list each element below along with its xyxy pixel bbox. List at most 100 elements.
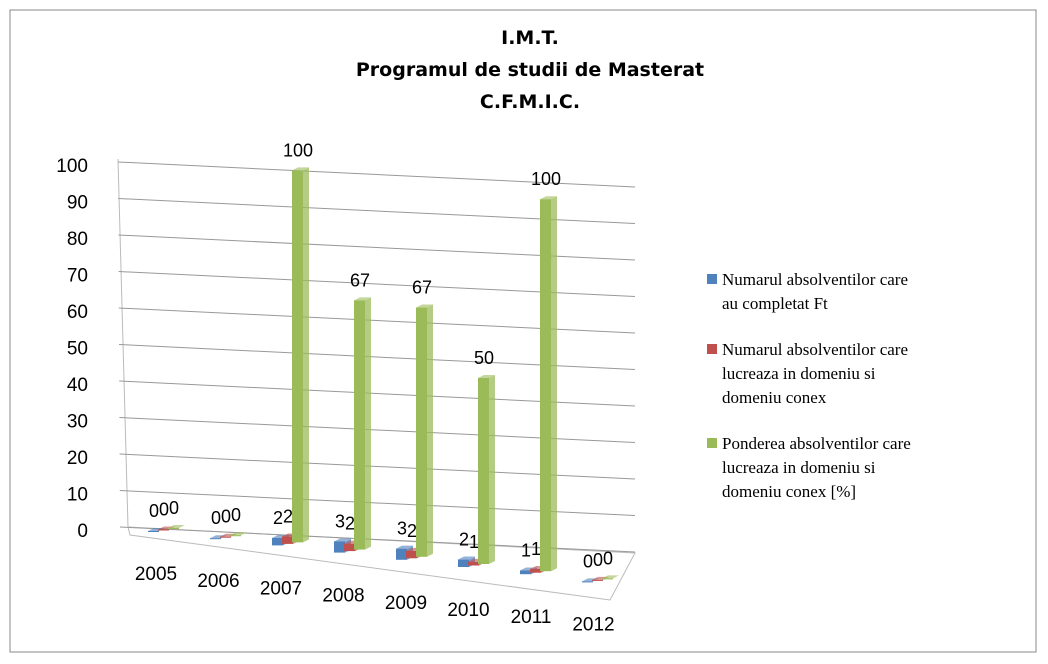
bar-front	[220, 536, 231, 538]
bar-front	[592, 579, 603, 581]
data-label: 0	[583, 551, 593, 571]
data-label: 0	[221, 507, 231, 527]
x-tick-label: 2006	[197, 571, 239, 592]
data-label: 0	[603, 548, 613, 568]
bar	[230, 532, 247, 537]
y-tick-label: 80	[67, 229, 88, 250]
bar-top	[478, 375, 495, 378]
x-tick-label: 2005	[135, 564, 177, 585]
legend-swatch	[707, 274, 717, 284]
title-line: Programul de studii de Masterat	[356, 59, 704, 81]
y-tick-label: 0	[77, 521, 88, 542]
bar-front	[354, 300, 365, 550]
bar	[478, 375, 495, 564]
bar-front	[210, 538, 221, 540]
bar-front	[344, 543, 355, 552]
bar	[416, 304, 433, 557]
bar-side	[427, 304, 433, 557]
data-label: 100	[283, 140, 313, 160]
bar-front	[602, 578, 613, 580]
data-label: 3	[335, 511, 345, 531]
x-tick-label: 2011	[511, 607, 552, 628]
bar	[540, 196, 557, 572]
y-tick-label: 20	[67, 448, 88, 469]
data-label: 2	[407, 521, 417, 541]
bar	[354, 297, 371, 550]
bar-top	[334, 538, 351, 542]
floor	[127, 526, 636, 601]
wall-edge	[117, 158, 129, 528]
bar-front	[334, 541, 345, 553]
bar-top	[354, 297, 371, 301]
data-label: 1	[521, 540, 531, 560]
bar-front	[468, 561, 479, 566]
chart-border	[9, 9, 1037, 653]
bar-top	[292, 167, 309, 171]
bar-front	[406, 550, 417, 559]
bar-top	[168, 525, 185, 528]
bar-top	[230, 532, 247, 536]
data-label: 67	[412, 278, 432, 298]
bar-front	[396, 548, 407, 560]
legend-label: Ponderea absolventilor care lucreaza in d…	[722, 434, 911, 501]
bar-side	[365, 297, 371, 550]
bar-top	[396, 545, 413, 549]
bar	[292, 167, 309, 543]
legend-swatch	[707, 344, 717, 354]
bar-front	[520, 570, 531, 575]
y-tick-label: 10	[67, 485, 88, 506]
y-tick-label: 90	[67, 193, 88, 214]
data-label: 0	[169, 498, 179, 518]
data-label: 50	[474, 348, 494, 368]
title-line: C.F.M.I.C.	[480, 91, 580, 113]
y-tick-label: 60	[67, 302, 88, 323]
grid-line	[117, 161, 636, 188]
data-label: 1	[469, 532, 479, 552]
bar-front	[272, 537, 283, 546]
bar	[168, 525, 185, 529]
data-label: 2	[283, 506, 293, 526]
bar-side	[303, 167, 309, 543]
data-label: 2	[459, 530, 469, 550]
data-label: 3	[397, 519, 407, 539]
x-tick-label: 2010	[447, 600, 489, 621]
bar-front	[458, 559, 469, 567]
chart-title: I.M.T. Programul de studii de Masterat C.F…	[356, 27, 704, 113]
title-line: I.M.T.	[501, 27, 559, 49]
bar-front	[158, 529, 169, 531]
bar-front	[230, 535, 241, 537]
x-tick-label: 2007	[260, 578, 302, 599]
y-tick-label: 100	[56, 156, 88, 177]
legend-label: Numarul absolventilor care lucreaza in do…	[722, 340, 908, 407]
x-tick-label: 2009	[385, 593, 427, 614]
bar-front	[416, 307, 427, 557]
bar-top	[458, 556, 475, 560]
y-tick-label: 40	[67, 375, 88, 396]
data-label: 100	[531, 169, 561, 189]
bar-front	[478, 378, 489, 564]
data-label: 0	[159, 500, 169, 520]
bar-front	[282, 536, 293, 544]
bar-top	[416, 304, 433, 308]
bar-front	[292, 170, 303, 543]
bar-top	[540, 196, 557, 200]
data-label: 0	[231, 505, 241, 525]
bar-front	[540, 199, 551, 572]
data-label: 0	[149, 501, 159, 521]
bar-side	[489, 375, 495, 564]
y-tick-label: 50	[67, 339, 88, 360]
bar	[602, 575, 619, 580]
x-tick-label: 2012	[572, 614, 614, 635]
legend-swatch	[707, 438, 717, 448]
bar-top	[602, 575, 619, 579]
x-tick-label: 2008	[322, 586, 364, 607]
data-label: 2	[273, 508, 283, 528]
data-label: 2	[345, 514, 355, 534]
data-label: 0	[211, 508, 221, 528]
legend: Numarul absolventilor care au completat F…	[707, 270, 911, 501]
data-label: 67	[350, 270, 370, 290]
legend-label: Numarul absolventilor care au completat F…	[722, 270, 908, 313]
y-tick-label: 30	[67, 412, 88, 433]
